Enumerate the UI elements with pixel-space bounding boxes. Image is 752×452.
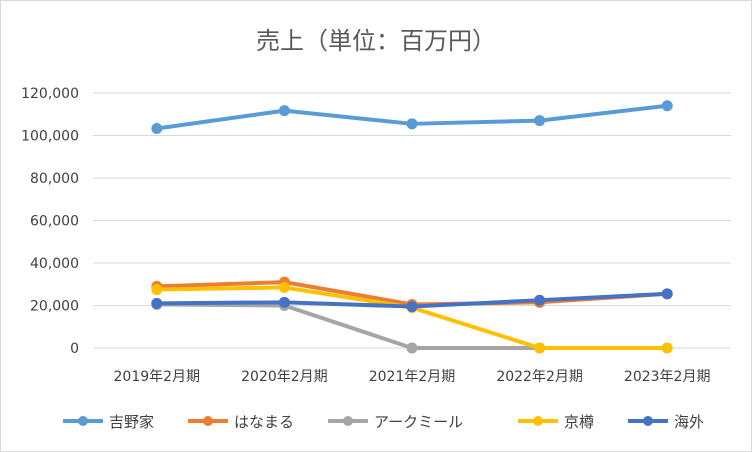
chart-title: 売上（単位：百万円） — [256, 27, 496, 55]
y-tick-label: 20,000 — [30, 299, 79, 315]
series-5 — [151, 288, 673, 313]
legend-marker — [203, 416, 213, 426]
series-lines — [151, 100, 673, 354]
data-point — [534, 115, 546, 127]
legend-item: 京樽 — [518, 413, 594, 431]
data-point — [534, 294, 546, 306]
data-point — [406, 342, 418, 354]
legend-item: 海外 — [628, 413, 704, 431]
y-tick-label: 100,000 — [21, 129, 79, 145]
data-point — [534, 342, 546, 354]
x-tick-label: 2019年2月期 — [114, 369, 201, 385]
legend-marker — [643, 416, 653, 426]
y-tick-label: 40,000 — [30, 256, 79, 272]
legend-marker — [78, 416, 88, 426]
y-tick-label: 60,000 — [30, 214, 79, 230]
data-point — [278, 105, 290, 117]
legend-label: アークミール — [374, 413, 463, 431]
data-point — [406, 118, 418, 130]
data-point — [151, 122, 163, 134]
legend-label: 吉野家 — [109, 413, 154, 431]
legend-item: 吉野家 — [63, 413, 154, 431]
data-point — [278, 296, 290, 308]
series-1 — [151, 100, 673, 134]
series-line — [154, 302, 542, 350]
series-4 — [151, 281, 673, 354]
legend-marker — [343, 416, 353, 426]
y-tick-label: 80,000 — [30, 171, 79, 187]
data-point — [661, 100, 673, 112]
x-tick-label: 2020年2月期 — [241, 369, 328, 385]
y-tick-label: 0 — [70, 341, 79, 357]
legend-label: 海外 — [674, 413, 704, 431]
legend-item: アークミール — [328, 413, 463, 431]
data-point — [661, 288, 673, 300]
x-axis: 2019年2月期 2020年2月期 2021年2月期 2022年2月期 2023年2月期 — [114, 369, 711, 385]
legend-marker — [533, 416, 543, 426]
gridlines: 0 20,000 40,000 60,000 80,000 100,000 120,000 — [21, 86, 731, 357]
x-tick-label: 2021年2月期 — [369, 369, 456, 385]
data-point — [151, 297, 163, 309]
legend-item: はなまる — [188, 413, 294, 431]
data-point — [661, 342, 673, 354]
data-point — [278, 281, 290, 293]
x-tick-label: 2023年2月期 — [624, 369, 711, 385]
data-point — [151, 284, 163, 296]
x-tick-label: 2022年2月期 — [496, 369, 583, 385]
series-3 — [151, 298, 546, 354]
y-tick-label: 120,000 — [21, 86, 79, 102]
legend: 吉野家 はなまる アークミール 京樽 海外 — [63, 413, 704, 431]
legend-label: はなまる — [234, 413, 294, 431]
legend-label: 京樽 — [564, 413, 594, 431]
data-point — [406, 301, 418, 313]
